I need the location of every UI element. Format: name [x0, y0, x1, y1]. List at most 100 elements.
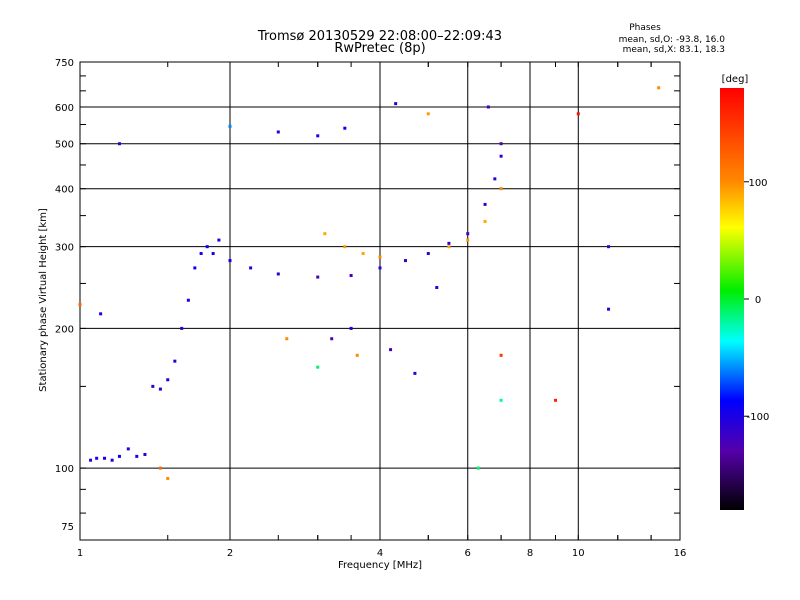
data-point: [499, 353, 503, 357]
data-point: [117, 142, 121, 146]
data-point: [166, 378, 170, 382]
data-point: [103, 456, 107, 460]
data-point: [361, 252, 365, 256]
colorbar-tick-label: 0: [755, 295, 761, 306]
y-tick-label: 300: [55, 243, 74, 254]
data-points: [78, 86, 661, 480]
x-tick-label: 8: [527, 548, 533, 559]
grid-lines: [80, 62, 680, 540]
data-point: [173, 359, 177, 363]
data-point: [607, 245, 611, 249]
data-point: [403, 259, 407, 263]
data-point: [499, 142, 503, 146]
data-point: [389, 348, 393, 352]
x-tick-label: 2: [227, 548, 233, 559]
data-point: [126, 447, 130, 451]
x-axis-label: Frequency [MHz]: [338, 560, 422, 571]
data-point: [99, 312, 103, 316]
y-tick-label: 100: [55, 464, 74, 475]
data-point: [199, 252, 203, 256]
data-point: [466, 238, 470, 242]
y-tick-label: 750: [55, 58, 74, 69]
data-point: [193, 266, 197, 270]
x-tick-label: 10: [572, 548, 585, 559]
data-point: [205, 245, 209, 249]
data-point: [657, 86, 661, 90]
axis-ticks: [79, 61, 681, 540]
data-point: [355, 353, 359, 357]
x-tick-label: 1: [77, 548, 83, 559]
data-point: [228, 259, 232, 263]
data-point: [576, 112, 580, 116]
data-point: [217, 238, 221, 242]
colorbar-tick-label: -100: [747, 412, 770, 423]
data-point: [413, 371, 417, 375]
data-point: [135, 454, 139, 458]
data-point: [499, 398, 503, 402]
data-point: [607, 307, 611, 311]
chart-title: Tromsø 20130529 22:08:00–22:09:43: [257, 29, 502, 44]
data-point: [447, 245, 451, 249]
data-point: [180, 326, 184, 330]
data-point: [493, 177, 497, 181]
data-point: [158, 466, 162, 470]
data-point: [285, 337, 289, 341]
data-point: [343, 126, 347, 130]
data-point: [276, 130, 280, 134]
y-tick-label: 200: [55, 324, 74, 335]
data-point: [249, 266, 253, 270]
y-tick-labels: 75 100 200 300 400 500 600 750: [55, 58, 74, 533]
data-point: [553, 398, 557, 402]
data-point: [186, 298, 190, 302]
data-point: [466, 232, 470, 236]
colorbar: [720, 88, 744, 510]
x-tick-label: 16: [674, 548, 687, 559]
phases-o-line: mean, sd,O: -93.8, 16.0: [619, 35, 726, 45]
data-point: [330, 337, 334, 341]
data-point: [78, 303, 82, 307]
data-point: [435, 286, 439, 290]
data-point: [426, 112, 430, 116]
data-point: [276, 272, 280, 276]
colorbar-tick-label: 100: [748, 178, 767, 189]
data-point: [117, 454, 121, 458]
data-point: [486, 105, 490, 109]
phases-x-line: mean, sd,X: 83.1, 18.3: [623, 45, 725, 55]
data-point: [323, 232, 327, 236]
data-point: [426, 252, 430, 256]
y-tick-label: 75: [61, 522, 74, 533]
x-tick-labels: 1 2 4 6 8 10 16: [77, 548, 687, 559]
data-point: [143, 452, 147, 456]
data-point: [343, 245, 347, 249]
data-point: [349, 274, 353, 278]
phases-heading: Phases: [629, 23, 661, 33]
data-point: [447, 241, 451, 245]
data-point: [95, 456, 99, 460]
data-point: [349, 326, 353, 330]
x-tick-label: 4: [377, 548, 383, 559]
data-point: [483, 202, 487, 206]
y-tick-label: 400: [55, 185, 74, 196]
data-point: [158, 387, 162, 391]
data-point: [483, 219, 487, 223]
y-tick-label: 600: [55, 103, 74, 114]
data-point: [499, 154, 503, 158]
data-point: [89, 458, 93, 462]
data-point: [228, 124, 232, 128]
data-point: [378, 266, 382, 270]
colorbar-label: [deg]: [722, 74, 749, 85]
y-axis-label: Stationary phase Virtual Height [km]: [38, 208, 49, 392]
data-point: [394, 102, 398, 106]
data-point: [499, 187, 503, 191]
data-point: [316, 134, 320, 138]
data-point: [166, 476, 170, 480]
y-tick-label: 500: [55, 140, 74, 151]
chart-subtitle: RwPretec (8p): [334, 41, 425, 56]
x-tick-label: 6: [465, 548, 471, 559]
data-point: [316, 365, 320, 369]
data-point: [476, 466, 480, 470]
data-point: [316, 275, 320, 279]
data-point: [110, 458, 114, 462]
data-point: [378, 255, 382, 259]
